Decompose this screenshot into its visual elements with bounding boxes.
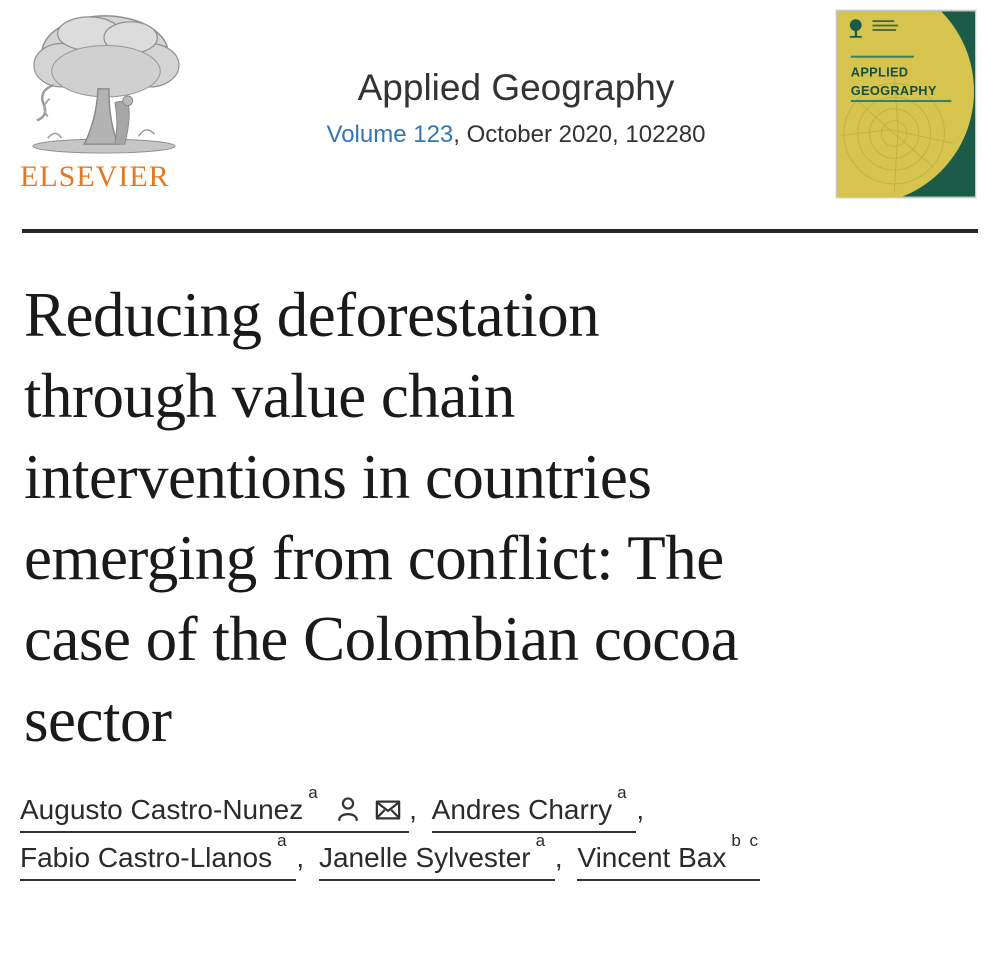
journal-title: Applied Geography [357, 67, 675, 108]
author-separator: , [296, 842, 312, 874]
author-list: Augusto Castro-Nuneza , Andres Charrya ,… [20, 783, 978, 882]
article-title-line: Reducing deforestation [24, 280, 600, 350]
volume-link[interactable]: Volume 123 [326, 121, 454, 149]
author-link-janelle-sylvester[interactable]: Janelle Sylvestera [318, 831, 555, 882]
author-name: Augusto Castro-Nunez [20, 794, 304, 826]
author-affiliation-sup: a [308, 783, 320, 802]
person-icon[interactable] [337, 796, 359, 822]
author-affiliation-sup: a [277, 831, 289, 851]
cover-journal-name-line1: Applied [851, 64, 909, 79]
author-name: Andres Charry [431, 794, 613, 826]
author-affiliation-sup: a [535, 831, 548, 851]
author-name: Fabio Castro-Llanos [20, 842, 273, 874]
article-title-line: sector [24, 685, 172, 755]
author-link-fabio-castro-llanos[interactable]: Fabio Castro-Llanosa [20, 831, 297, 882]
author-row: Fabio Castro-Llanosa , Janelle Sylvester… [20, 831, 978, 882]
issue-line: Volume 123, October 2020, 102280 [196, 121, 836, 149]
elsevier-tree-icon [32, 15, 180, 154]
article-title-line: emerging from conflict: The [24, 523, 724, 593]
author-row: Augusto Castro-Nuneza , Andres Charrya , [20, 783, 978, 834]
cover-compass-icon [840, 72, 954, 193]
cover-elsevier-mini-logo [849, 19, 862, 38]
article-title-line: interventions in countries [24, 442, 652, 512]
author-affiliation-sup: a [617, 783, 629, 802]
author-separator: , [554, 842, 571, 874]
journal-banner: ELSEVIER Applied Geography Volume 123, O… [0, 0, 1000, 198]
author-name: Vincent Bax [577, 842, 727, 874]
author-link-augusto-castro-nunez[interactable]: Augusto Castro-Nuneza [20, 783, 410, 834]
journal-heading-block: Applied Geography Volume 123, October 20… [196, 8, 836, 149]
author-affiliation-sup: b c [731, 831, 761, 851]
article-title: Reducing deforestation through value cha… [24, 275, 978, 761]
author-link-vincent-bax[interactable]: Vincent Baxb c [577, 831, 761, 882]
elsevier-logo: ELSEVIER [20, 8, 196, 194]
issue-info-text: , October 2020, 102280 [453, 121, 706, 149]
journal-cover-thumbnail[interactable]: Applied Geography [836, 10, 976, 198]
cover-rule-top [850, 55, 914, 58]
article-title-line: case of the Colombian cocoa [24, 604, 739, 674]
divider-rule [22, 229, 978, 233]
cover-journal-name-line2: Geography [851, 83, 937, 98]
envelope-icon[interactable] [375, 798, 401, 822]
author-separator: , [636, 794, 645, 826]
author-link-andres-charry[interactable]: Andres Charrya [431, 783, 637, 834]
article-title-line: through value chain [24, 361, 515, 431]
cover-meta-text-lines [872, 20, 899, 31]
author-name: Janelle Sylvester [318, 842, 531, 874]
author-separator: , [409, 794, 425, 826]
cover-rule-bottom [850, 100, 952, 103]
elsevier-wordmark: ELSEVIER [20, 160, 170, 193]
